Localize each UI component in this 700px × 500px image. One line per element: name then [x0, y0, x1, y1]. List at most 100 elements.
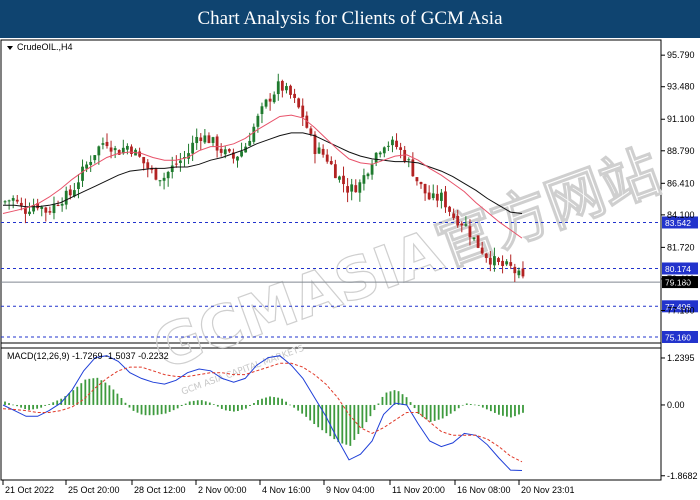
macd-histogram-bar — [92, 378, 95, 405]
macd-histogram-bar — [409, 402, 412, 405]
macd-histogram-bar — [196, 400, 199, 405]
candle-body — [272, 94, 276, 103]
price-tick-label: 88.790 — [667, 146, 695, 156]
macd-histogram-bar — [421, 404, 424, 418]
macd-histogram-bar — [465, 403, 468, 405]
page-title: Chart Analysis for Clients of GCM Asia — [197, 8, 503, 29]
macd-tick-label: -1.8682 — [667, 471, 698, 481]
macd-histogram-bar — [433, 404, 436, 421]
macd-histogram-bar — [381, 396, 384, 405]
time-tick-label: 2 Nov 00:00 — [198, 485, 247, 495]
candle-body — [468, 226, 472, 238]
candle-body — [264, 99, 268, 107]
candle-body — [370, 164, 374, 175]
macd-histogram-bar — [160, 404, 163, 415]
candle-body — [313, 134, 317, 155]
candle-body — [452, 213, 456, 218]
candle-body — [195, 136, 199, 144]
header-banner: Chart Analysis for Clients of GCM Asia — [0, 0, 700, 38]
macd-histogram-bar — [373, 404, 376, 411]
macd-histogram-bar — [305, 404, 308, 417]
macd-histogram-bar — [188, 401, 191, 405]
candle-body — [276, 81, 280, 95]
macd-histogram-bar — [220, 404, 223, 409]
ma-slow-line — [3, 132, 523, 214]
macd-histogram-bar — [321, 404, 324, 431]
candle-body — [252, 126, 256, 142]
macd-main-line — [2, 355, 523, 471]
candle-body — [203, 135, 207, 143]
level-label-2: 77.406 — [665, 302, 691, 312]
candle-body — [378, 152, 382, 155]
macd-histogram-bar — [457, 404, 460, 409]
candle-body — [439, 192, 443, 201]
candle-body — [435, 193, 439, 201]
level-tag-2 — [662, 300, 698, 313]
price-tick-label: 95.790 — [667, 50, 695, 60]
macd-histogram-bar — [485, 404, 488, 410]
macd-histogram-bar — [72, 390, 75, 405]
candle-body — [117, 150, 121, 155]
macd-histogram-bar — [325, 404, 328, 434]
candle-body — [444, 191, 447, 208]
macd-histogram-bar — [224, 404, 227, 411]
candlesticks — [3, 73, 525, 282]
candle-body — [211, 137, 215, 143]
macd-histogram-bar — [349, 404, 352, 446]
macd-histogram-bar — [140, 404, 143, 415]
candle-body — [476, 235, 480, 248]
candle-body — [333, 164, 337, 179]
macd-histogram-bar — [377, 403, 380, 405]
macd-histogram-bar — [461, 404, 464, 406]
candle-body — [354, 185, 358, 193]
macd-histogram-bar — [297, 404, 300, 411]
macd-histogram-bar — [506, 404, 508, 417]
candle-body — [362, 175, 366, 184]
time-tick-label: 11 Nov 20:00 — [392, 485, 445, 495]
candle-body — [64, 190, 68, 205]
candle-body — [501, 260, 504, 267]
price-tick-label: 84.100 — [667, 210, 695, 220]
macd-histogram-bar — [453, 404, 456, 412]
macd-histogram-bar — [152, 404, 155, 416]
symbol-label: CrudeOIL.,H4 — [17, 42, 73, 52]
candle-body — [138, 151, 142, 157]
price-tick-label: 91.100 — [667, 114, 695, 124]
macd-histogram-bar — [265, 397, 267, 405]
macd-histogram-bar — [514, 404, 516, 417]
price-tick-label: 81.720 — [667, 242, 695, 252]
macd-histogram-bar — [361, 404, 364, 429]
macd-histogram-bar — [216, 404, 219, 407]
candle-body — [297, 98, 301, 108]
macd-histogram-bar — [100, 380, 103, 405]
level-label-1: 80.174 — [665, 264, 691, 274]
macd-histogram-bar — [128, 404, 131, 408]
macd-histogram-bar — [228, 404, 231, 411]
macd-histogram-bar — [132, 404, 135, 411]
macd-histogram-bar — [212, 404, 215, 405]
macd-histogram-bar — [365, 404, 368, 423]
candle-body — [480, 247, 484, 254]
candle-body — [56, 204, 60, 206]
macd-histogram-bar — [241, 404, 243, 410]
candle-body — [317, 147, 321, 154]
candle-body — [448, 206, 451, 212]
candle-body — [32, 205, 35, 212]
candle-body — [236, 156, 239, 161]
candle-body — [11, 198, 15, 201]
macd-histogram-bar — [168, 404, 171, 412]
candle-body — [260, 106, 264, 115]
macd-histogram-bar — [24, 404, 26, 410]
level-tag-3 — [662, 330, 698, 343]
candle-body — [521, 268, 525, 277]
macd-histogram-bar — [164, 404, 167, 414]
macd-histogram-bar — [200, 400, 203, 405]
macd-histogram-bar — [112, 389, 115, 405]
candle-body — [40, 206, 44, 209]
dropdown-triangle-icon[interactable] — [7, 46, 13, 50]
candle-body — [3, 201, 7, 203]
candle-body — [85, 164, 89, 169]
candle-body — [423, 183, 427, 194]
macd-histogram-bar — [16, 404, 18, 407]
candle-body — [15, 199, 19, 202]
